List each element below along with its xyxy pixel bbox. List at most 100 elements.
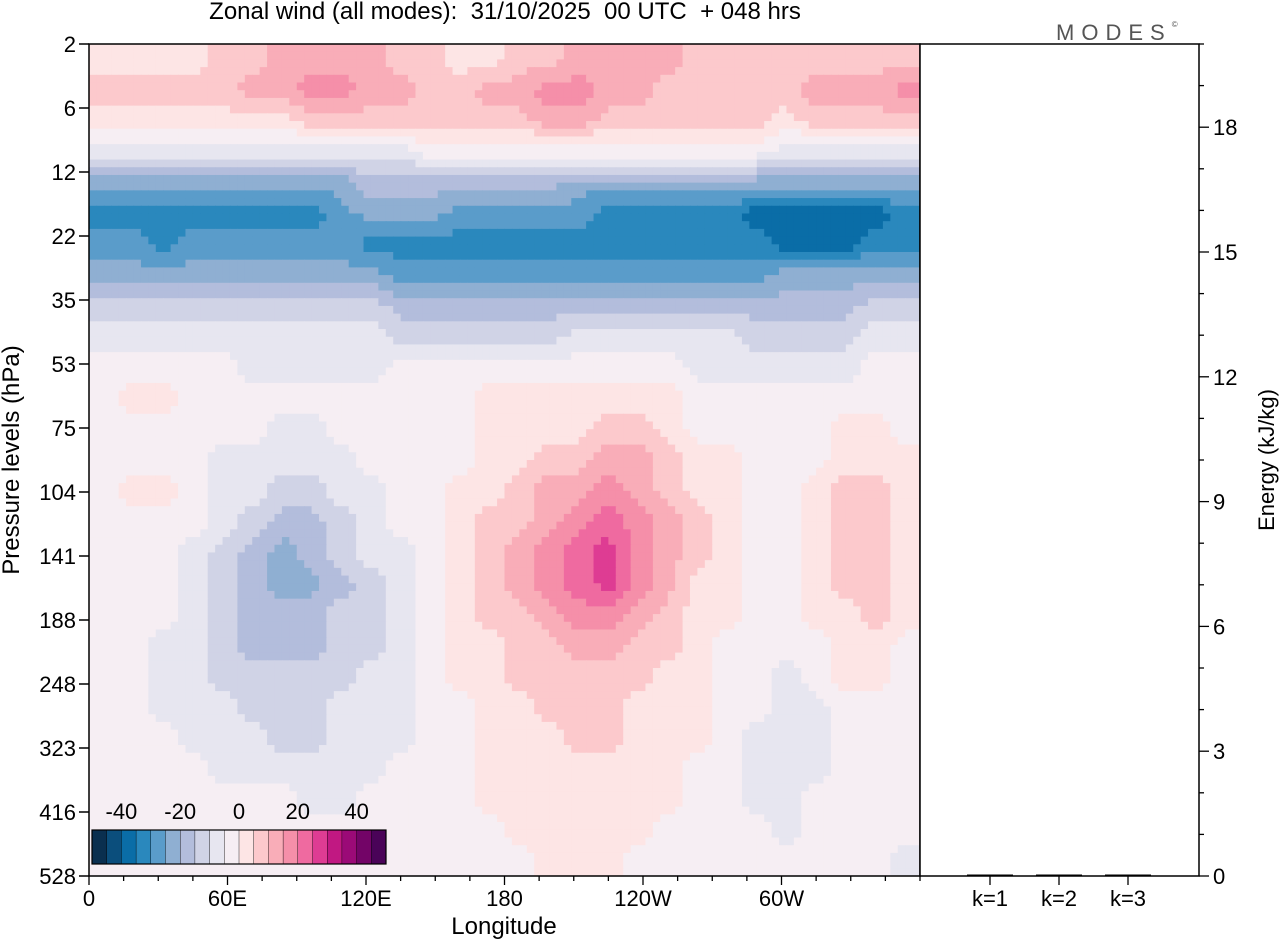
heat-cell [638, 198, 647, 207]
heat-cell [511, 213, 520, 222]
heat-cell [830, 329, 839, 338]
heat-cell [712, 213, 721, 222]
heat-cell [96, 67, 105, 76]
heat-cell [118, 59, 127, 68]
heat-cell [660, 190, 669, 199]
heat-cell [140, 329, 149, 338]
heat-cell [155, 352, 164, 361]
heat-cell [467, 67, 476, 76]
heat-cell [192, 128, 201, 138]
heat-cell [304, 282, 313, 292]
heat-cell [474, 59, 483, 68]
heat-cell [526, 282, 535, 292]
heat-cell [163, 128, 172, 138]
heat-cell [341, 329, 350, 338]
heat-cell [408, 128, 417, 138]
heat-cell [259, 144, 268, 153]
heat-cell [252, 205, 261, 215]
heat-cell [830, 359, 839, 369]
heat-cell [652, 59, 661, 68]
heat-cell [422, 174, 431, 184]
heat-cell [96, 359, 105, 369]
heat-cell [712, 252, 721, 261]
heat-cell [682, 105, 691, 114]
heat-cell [422, 236, 431, 245]
heat-cell [593, 305, 602, 315]
heat-cell [482, 298, 491, 307]
heat-cell [155, 167, 164, 176]
heat-cell [400, 252, 409, 261]
heat-cell [615, 97, 624, 107]
heat-cell [830, 259, 839, 268]
heat-cell [719, 236, 728, 245]
heat-cell [497, 313, 506, 322]
heat-cell [675, 121, 684, 130]
heat-cell [267, 228, 276, 238]
heat-cell [749, 344, 758, 353]
heat-cell [378, 136, 387, 145]
heat-cell [504, 144, 513, 153]
heat-cell [133, 221, 142, 230]
heat-cell [289, 90, 298, 99]
heat-cell [222, 259, 231, 268]
heat-cell [786, 313, 795, 322]
heat-cell [400, 105, 409, 114]
heat-cell [274, 329, 283, 338]
heat-cell [675, 275, 684, 284]
heat-cell [741, 359, 750, 369]
heat-cell [178, 228, 187, 238]
heat-cell [140, 228, 149, 238]
heat-cell [452, 382, 461, 392]
heat-cell [319, 228, 328, 238]
heat-cell [126, 182, 135, 191]
heat-cell [148, 375, 157, 384]
heat-cell [719, 105, 728, 114]
heat-cell [96, 198, 105, 207]
heat-cell [882, 259, 891, 268]
heat-cell [415, 113, 424, 122]
heat-cell [200, 205, 209, 215]
heat-cell [771, 59, 780, 68]
heat-cell [667, 313, 676, 322]
heat-cell [111, 352, 120, 361]
heat-cell [497, 236, 506, 245]
heat-cell [897, 352, 906, 361]
heat-cell [549, 136, 558, 145]
heat-cell [801, 275, 810, 284]
heat-cell [541, 344, 550, 353]
heat-cell [333, 136, 342, 145]
heat-cell [215, 259, 224, 268]
heat-cell [244, 182, 253, 191]
heat-cell [103, 97, 112, 107]
heat-cell [912, 67, 921, 76]
heat-cell [882, 367, 891, 376]
heat-cell [868, 282, 877, 292]
heat-cell [660, 90, 669, 99]
heat-cell [712, 151, 721, 161]
heat-cell [549, 259, 558, 268]
heat-cell [497, 74, 506, 84]
heat-cell [741, 375, 750, 384]
heat-cell [437, 121, 446, 130]
heat-cell [400, 267, 409, 276]
heat-cell [897, 275, 906, 284]
heat-cell [341, 113, 350, 122]
heat-cell [452, 198, 461, 207]
heat-cell [378, 375, 387, 384]
heat-cell [504, 44, 513, 53]
heat-cell [252, 151, 261, 161]
heat-cell [267, 375, 276, 384]
heat-cell [437, 321, 446, 330]
heat-cell [430, 67, 439, 76]
heat-cell [608, 259, 617, 268]
heat-cell [311, 375, 320, 384]
heat-cell [511, 97, 520, 107]
heat-cell [400, 121, 409, 130]
heat-cell [578, 252, 587, 261]
heat-cell [437, 128, 446, 138]
heat-cell [801, 136, 810, 145]
heat-cell [319, 97, 328, 107]
heat-cell [608, 359, 617, 369]
heat-cell [786, 198, 795, 207]
heat-cell [519, 282, 528, 292]
